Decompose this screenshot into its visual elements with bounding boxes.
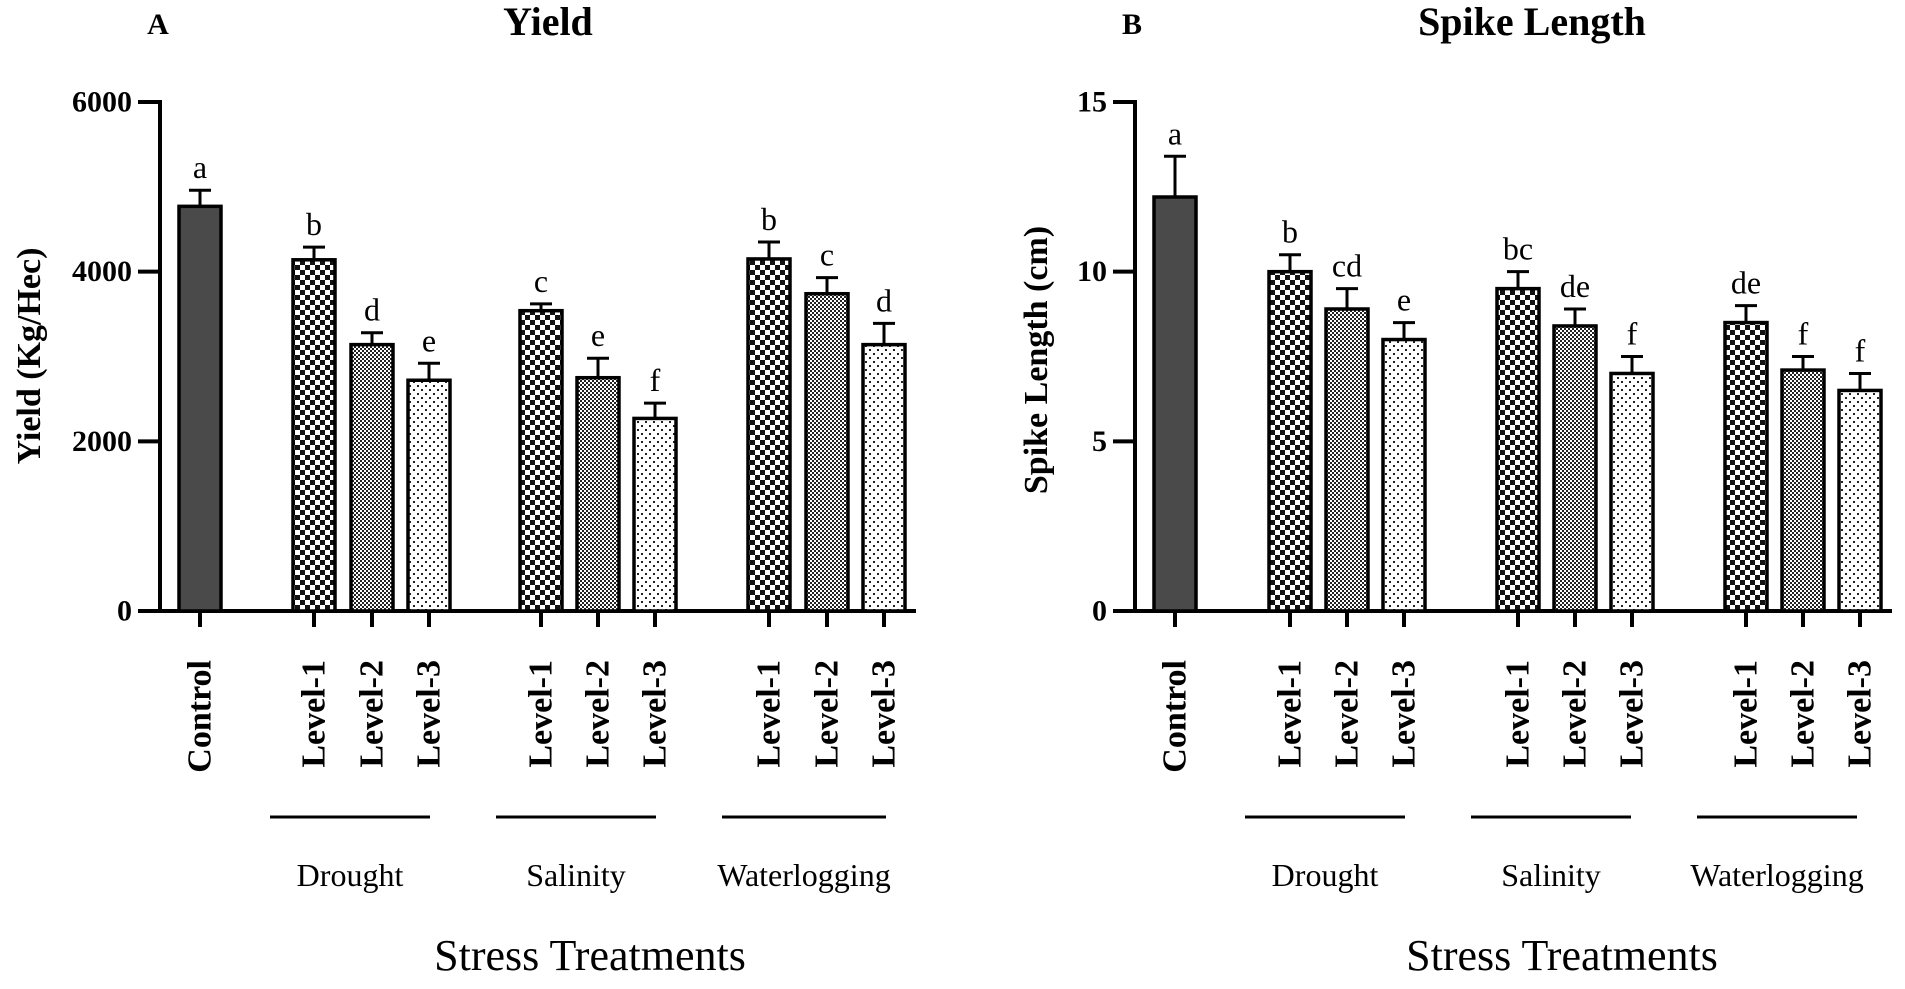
panel-a-significance-label: b bbox=[306, 206, 322, 242]
panel-a-y-axis-label: Yield (Kg/Hec) bbox=[11, 248, 48, 465]
panel-b-bar bbox=[1152, 195, 1198, 613]
panel-b-y-tick-label: 10 bbox=[1077, 255, 1107, 288]
panel-b-bar bbox=[1723, 320, 1769, 613]
panel-b-category-label: Level-2 bbox=[1557, 660, 1594, 768]
chart-panel-b: B Spike Length Spike Length (cm) 0 5 10 15 a Con… bbox=[1018, 0, 1892, 980]
panel-b-category-label: Level-3 bbox=[1386, 660, 1423, 768]
panel-a-category-label: Level-2 bbox=[809, 660, 846, 768]
panel-a-category-label: Level-3 bbox=[866, 660, 903, 768]
panel-b-letter: B bbox=[1122, 8, 1142, 41]
panel-b-category-label: Level-2 bbox=[1329, 660, 1366, 768]
panel-a-category-label: Level-1 bbox=[296, 660, 333, 768]
panel-a-significance-label: c bbox=[534, 263, 548, 299]
panel-b-group-label: Drought bbox=[1272, 857, 1379, 893]
panel-a-category-label: Level-1 bbox=[751, 660, 788, 768]
panel-b-y-axis-label: Spike Length (cm) bbox=[1018, 226, 1055, 494]
panel-b-category-label: Level-1 bbox=[1728, 660, 1765, 768]
panel-b-significance-label: de bbox=[1731, 265, 1761, 301]
panel-a-x-axis-label: Stress Treatments bbox=[434, 931, 746, 980]
panel-b-x-axis-label: Stress Treatments bbox=[1406, 931, 1718, 980]
panel-b-significance-label: de bbox=[1560, 268, 1590, 304]
panel-b-y-tick-label: 5 bbox=[1092, 425, 1107, 458]
panel-a-bar bbox=[746, 257, 792, 613]
panel-a-group-label: Drought bbox=[297, 857, 404, 893]
panel-a-significance-label: c bbox=[820, 237, 834, 273]
panel-a-significance-label: f bbox=[650, 362, 661, 398]
panel-b-bar bbox=[1495, 286, 1541, 613]
panel-b-category-label: Level-3 bbox=[1614, 660, 1651, 768]
panel-b-significance-label: bc bbox=[1503, 231, 1533, 267]
panel-a-category-label: Level-2 bbox=[580, 660, 617, 768]
panel-b-bar bbox=[1609, 371, 1655, 613]
panel-a-bar bbox=[575, 375, 621, 613]
panel-b-title: Spike Length bbox=[1418, 0, 1646, 44]
panel-a-y-tick-label: 4000 bbox=[72, 255, 132, 288]
panel-b-y-tick-label: 15 bbox=[1077, 86, 1107, 119]
panel-a-significance-label: b bbox=[761, 201, 777, 237]
panel-a-letter: A bbox=[147, 8, 169, 41]
panel-b-significance-label: e bbox=[1397, 282, 1411, 318]
panel-a-bar bbox=[804, 291, 850, 613]
panel-b-category-label: Level-3 bbox=[1842, 660, 1879, 768]
panel-a-bar bbox=[177, 204, 223, 613]
panel-b-bar bbox=[1552, 324, 1598, 613]
panel-a-significance-label: d bbox=[876, 282, 892, 318]
panel-a-significance-label: e bbox=[422, 322, 436, 358]
panel-a-bar bbox=[861, 342, 907, 613]
panel-a-bar bbox=[632, 416, 678, 613]
panel-a-category-label: Level-1 bbox=[523, 660, 560, 768]
panel-b-significance-label: f bbox=[1627, 316, 1638, 352]
panel-b-category-label: Level-2 bbox=[1785, 660, 1822, 768]
panel-b-significance-label: b bbox=[1282, 214, 1298, 250]
panel-a-category-label: Level-3 bbox=[411, 660, 448, 768]
panel-b-group-label: Waterlogging bbox=[1690, 857, 1863, 893]
panel-a-bar bbox=[406, 378, 452, 613]
panel-b-group-label: Salinity bbox=[1501, 857, 1601, 893]
panel-a-category-label: Level-3 bbox=[637, 660, 674, 768]
panel-a-category-label: Control bbox=[182, 660, 219, 773]
panel-a-bar bbox=[291, 258, 337, 613]
panel-b-category-label: Control bbox=[1157, 660, 1194, 773]
panel-a-significance-label: a bbox=[193, 149, 207, 185]
panel-b-significance-label: a bbox=[1168, 115, 1182, 151]
panel-a-title: Yield bbox=[503, 0, 593, 44]
panel-b-bar bbox=[1837, 388, 1883, 613]
panel-b-category-label: Level-1 bbox=[1272, 660, 1309, 768]
panel-a-bar bbox=[518, 308, 564, 613]
panel-b-significance-label: f bbox=[1798, 316, 1809, 352]
chart-panel-a: A Yield Yield (Kg/Hec) 0 2000 4000 6000 a Contro… bbox=[11, 0, 916, 980]
panel-a-group-label: Waterlogging bbox=[717, 857, 890, 893]
panel-a-y-tick-label: 2000 bbox=[72, 425, 132, 458]
panel-a-group-label: Salinity bbox=[526, 857, 626, 893]
panel-b-significance-label: cd bbox=[1332, 248, 1362, 284]
panel-b-bar bbox=[1381, 337, 1427, 613]
panel-b-bar bbox=[1267, 269, 1313, 613]
panel-a-bar bbox=[349, 342, 395, 613]
panel-b-significance-label: f bbox=[1855, 332, 1866, 368]
panel-a-y-tick-label: 0 bbox=[117, 595, 132, 628]
panel-b-category-label: Level-1 bbox=[1500, 660, 1537, 768]
panel-a-y-tick-label: 6000 bbox=[72, 86, 132, 119]
panel-b-y-tick-label: 0 bbox=[1092, 595, 1107, 628]
panel-a-significance-label: e bbox=[591, 317, 605, 353]
panel-b-bar bbox=[1324, 307, 1370, 613]
panel-a-significance-label: d bbox=[364, 292, 380, 328]
panel-b-bar bbox=[1780, 368, 1826, 613]
panel-a-category-label: Level-2 bbox=[354, 660, 391, 768]
